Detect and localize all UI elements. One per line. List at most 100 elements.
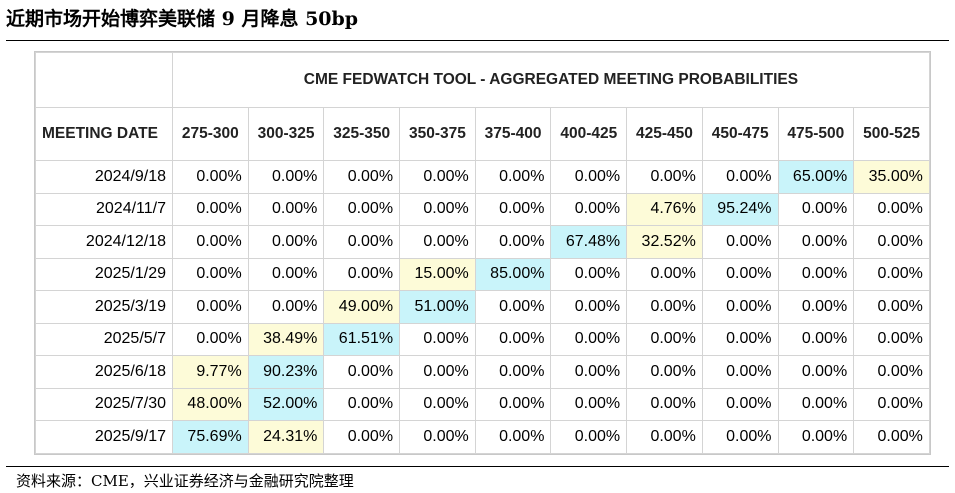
source-note: 资料来源：CME，兴业证券经济与金融研究院整理 — [16, 472, 354, 490]
probability-cell: 0.00% — [474, 322, 552, 356]
corner-cell — [35, 52, 173, 108]
probability-cell: 9.77% — [172, 355, 249, 389]
meeting-date-cell: 2025/9/17 — [35, 420, 173, 454]
probability-cell: 90.23% — [247, 355, 325, 389]
probability-cell: 0.00% — [172, 225, 249, 259]
probability-cell: 24.31% — [247, 420, 325, 454]
probability-cell: 0.00% — [777, 290, 855, 324]
probability-cell: 0.00% — [626, 387, 703, 421]
probability-cell: 15.00% — [399, 257, 476, 291]
meeting-date-cell: 2025/1/29 — [35, 257, 173, 291]
table-title-row: CME FEDWATCH TOOL - AGGREGATED MEETING P… — [35, 52, 930, 108]
probability-cell: 0.00% — [399, 420, 476, 454]
probability-cell: 0.00% — [853, 322, 930, 356]
meeting-date-cell: 2025/5/7 — [35, 322, 173, 356]
title-divider — [6, 40, 949, 41]
probability-cell: 0.00% — [474, 192, 552, 226]
probability-cell: 0.00% — [550, 192, 628, 226]
probability-cell: 0.00% — [172, 160, 249, 194]
probability-cell: 0.00% — [550, 355, 628, 389]
probability-cell: 0.00% — [853, 225, 930, 259]
probability-cell: 0.00% — [247, 290, 325, 324]
table-row: 2024/12/18 0.00% 0.00% 0.00% 0.00% 0.00% 67.48… — [35, 225, 930, 259]
probability-cell: 0.00% — [172, 290, 249, 324]
probability-cell: 0.00% — [777, 355, 855, 389]
probability-cell: 67.48% — [550, 225, 628, 259]
probability-cell: 0.00% — [474, 355, 552, 389]
probability-cell: 0.00% — [323, 355, 401, 389]
probability-cell: 0.00% — [550, 387, 628, 421]
probability-cell: 0.00% — [853, 192, 930, 226]
probability-cell: 0.00% — [777, 257, 855, 291]
rate-range-header: 500-525 — [853, 107, 930, 161]
probability-cell: 0.00% — [777, 387, 855, 421]
probability-cell: 32.52% — [626, 225, 703, 259]
probability-cell: 0.00% — [550, 290, 628, 324]
meeting-date-cell: 2024/12/18 — [35, 225, 173, 259]
table-row: 2024/11/7 0.00% 0.00% 0.00% 0.00% 0.00% 0.00% 4… — [35, 192, 930, 226]
probability-cell: 0.00% — [550, 257, 628, 291]
probability-cell: 52.00% — [247, 387, 325, 421]
rate-range-header: 475-500 — [777, 107, 855, 161]
probability-cell: 0.00% — [626, 160, 703, 194]
probability-cell: 0.00% — [399, 192, 476, 226]
probability-cell: 0.00% — [172, 257, 249, 291]
probability-cell: 0.00% — [701, 290, 779, 324]
meeting-date-cell: 2025/7/30 — [35, 387, 173, 421]
probability-cell: 0.00% — [323, 420, 401, 454]
probability-cell: 0.00% — [399, 225, 476, 259]
meeting-date-header: MEETING DATE — [35, 107, 173, 161]
table-row: 2025/1/29 0.00% 0.00% 0.00% 15.00% 85.00% 0.00… — [35, 257, 930, 291]
meeting-date-cell: 2024/11/7 — [35, 192, 173, 226]
rate-range-header: 275-300 — [172, 107, 249, 161]
fedwatch-table-container: CME FEDWATCH TOOL - AGGREGATED MEETING P… — [34, 51, 931, 455]
rate-range-header: 325-350 — [323, 107, 401, 161]
probability-cell: 0.00% — [323, 225, 401, 259]
probability-cell: 0.00% — [323, 192, 401, 226]
probability-cell: 0.00% — [550, 160, 628, 194]
probability-cell: 0.00% — [777, 225, 855, 259]
probability-cell: 49.00% — [323, 290, 401, 324]
probability-cell: 95.24% — [701, 192, 779, 226]
source-divider — [6, 466, 949, 467]
probability-cell: 0.00% — [399, 355, 476, 389]
table-row: 2025/9/17 75.69% 24.31% 0.00% 0.00% 0.00% 0.00… — [35, 420, 930, 454]
probability-cell: 0.00% — [550, 322, 628, 356]
probability-cell: 0.00% — [474, 420, 552, 454]
probability-cell: 0.00% — [853, 355, 930, 389]
probability-cell: 0.00% — [701, 225, 779, 259]
table-row: 2025/7/30 48.00% 52.00% 0.00% 0.00% 0.00% 0.00… — [35, 387, 930, 421]
probability-cell: 51.00% — [399, 290, 476, 324]
rate-range-header: 450-475 — [701, 107, 779, 161]
rate-range-header: 425-450 — [626, 107, 703, 161]
meeting-date-cell: 2024/9/18 — [35, 160, 173, 194]
probability-cell: 0.00% — [247, 225, 325, 259]
probability-cell: 85.00% — [474, 257, 552, 291]
probability-cell: 0.00% — [626, 322, 703, 356]
probability-cell: 0.00% — [853, 420, 930, 454]
rate-range-header: 375-400 — [474, 107, 552, 161]
probability-cell: 0.00% — [626, 355, 703, 389]
table-row: 2024/9/18 0.00% 0.00% 0.00% 0.00% 0.00% 0.00% 0… — [35, 160, 930, 194]
probability-cell: 0.00% — [550, 420, 628, 454]
table-row: 2025/6/18 9.77% 90.23% 0.00% 0.00% 0.00% 0.00%… — [35, 355, 930, 389]
probability-cell: 0.00% — [853, 387, 930, 421]
probability-cell: 75.69% — [172, 420, 249, 454]
probability-cell: 0.00% — [474, 387, 552, 421]
probability-cell: 0.00% — [323, 257, 401, 291]
probability-cell: 35.00% — [853, 160, 930, 194]
probability-cell: 0.00% — [701, 257, 779, 291]
rate-range-header: 300-325 — [247, 107, 325, 161]
probability-cell: 38.49% — [247, 322, 325, 356]
meeting-date-cell: 2025/6/18 — [35, 355, 173, 389]
table-row: 2025/3/19 0.00% 0.00% 49.00% 51.00% 0.00% 0.00… — [35, 290, 930, 324]
probability-cell: 0.00% — [247, 160, 325, 194]
probability-cell: 0.00% — [626, 420, 703, 454]
probability-cell: 0.00% — [247, 257, 325, 291]
probability-cell: 0.00% — [853, 257, 930, 291]
probability-cell: 0.00% — [323, 387, 401, 421]
probability-cell: 0.00% — [474, 290, 552, 324]
column-header-row: MEETING DATE 275-300 300-325 325-350 350-37… — [35, 107, 930, 161]
page-title: 近期市场开始博弈美联储 9 月降息 50bp — [6, 8, 359, 30]
probability-cell: 0.00% — [701, 322, 779, 356]
